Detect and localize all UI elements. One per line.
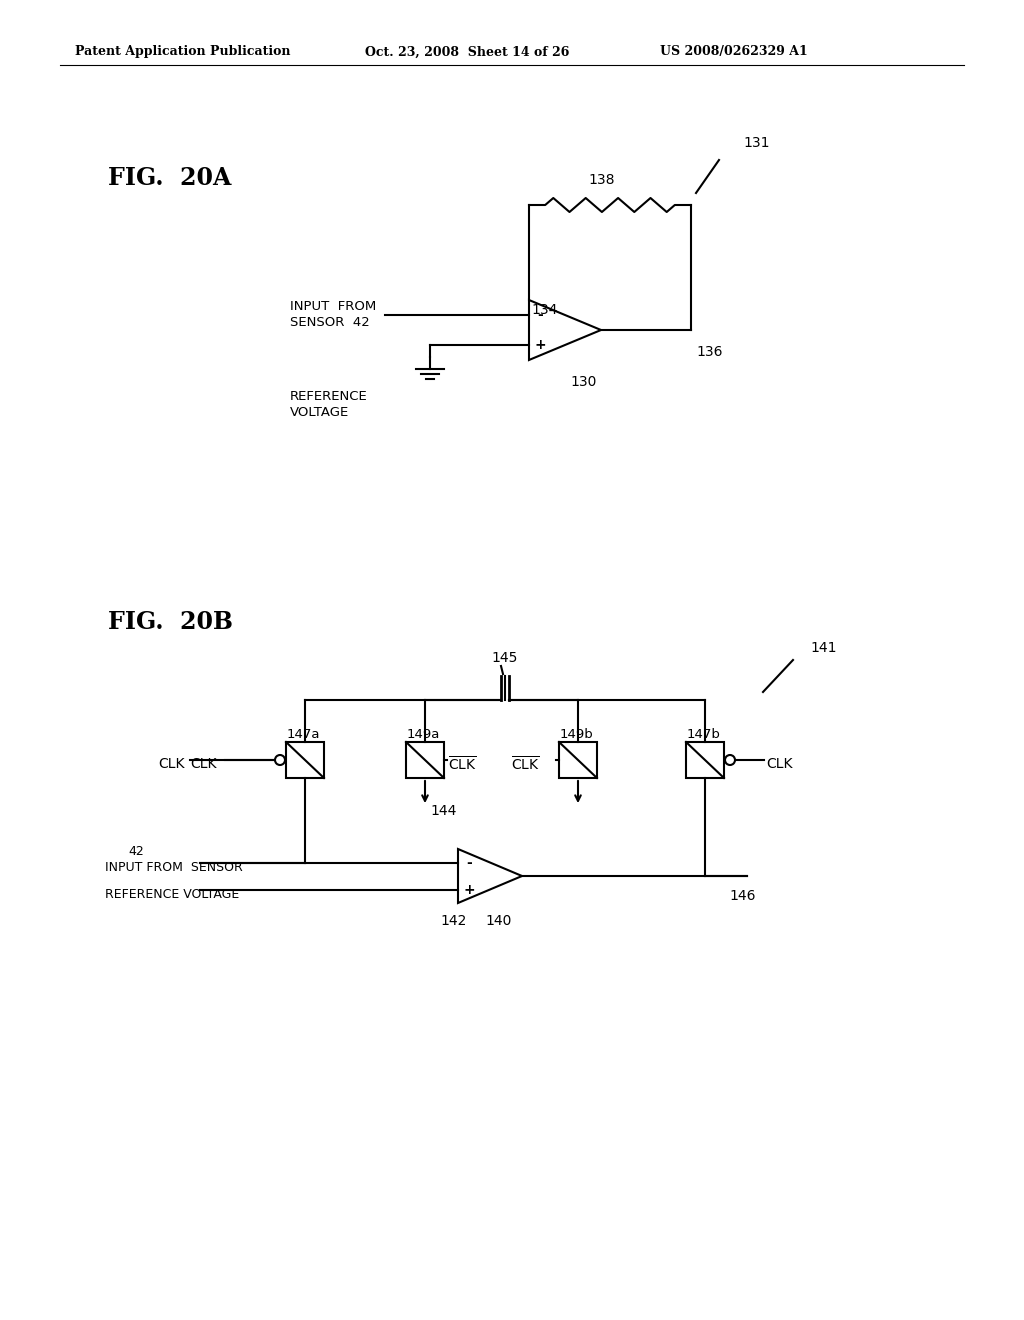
Bar [406,742,444,777]
Text: 131: 131 [743,136,769,150]
Text: 145: 145 [492,651,518,665]
Text: -: - [538,308,543,322]
Bar [559,742,597,777]
Text: FIG.  20B: FIG. 20B [108,610,232,634]
Text: 147a: 147a [287,727,321,741]
Text: 141: 141 [810,642,837,655]
Text: Oct. 23, 2008  Sheet 14 of 26: Oct. 23, 2008 Sheet 14 of 26 [365,45,569,58]
Text: 134: 134 [531,304,557,317]
Text: 140: 140 [485,913,511,928]
Text: 138: 138 [589,173,615,187]
Text: INPUT  FROM: INPUT FROM [290,300,376,313]
Text: REFERENCE VOLTAGE: REFERENCE VOLTAGE [105,888,240,902]
Text: +: + [535,338,546,352]
Text: FIG.  20A: FIG. 20A [108,166,231,190]
Text: $\overline{\rm CLK}$: $\overline{\rm CLK}$ [511,755,540,774]
Text: 42: 42 [128,845,143,858]
Bar [686,742,724,777]
Text: CLK: CLK [766,756,793,771]
Text: $\overline{\rm CLK}$: $\overline{\rm CLK}$ [449,755,477,774]
Text: 147b: 147b [687,727,721,741]
Text: REFERENCE: REFERENCE [290,391,368,404]
Text: +: + [463,883,475,896]
Text: CLK: CLK [190,756,216,771]
Text: US 2008/0262329 A1: US 2008/0262329 A1 [660,45,808,58]
Text: VOLTAGE: VOLTAGE [290,407,349,420]
Text: 146: 146 [729,888,756,903]
Text: 130: 130 [570,375,596,389]
Text: 149a: 149a [407,727,440,741]
Text: 136: 136 [696,345,723,359]
Bar [286,742,324,777]
Text: SENSOR  42: SENSOR 42 [290,317,370,330]
Text: 149b: 149b [560,727,594,741]
Text: CLK: CLK [159,756,185,771]
Text: 144: 144 [430,804,457,818]
Text: Patent Application Publication: Patent Application Publication [75,45,291,58]
Text: 142: 142 [440,913,466,928]
Text: -: - [466,855,472,870]
Text: INPUT FROM  SENSOR: INPUT FROM SENSOR [105,861,243,874]
